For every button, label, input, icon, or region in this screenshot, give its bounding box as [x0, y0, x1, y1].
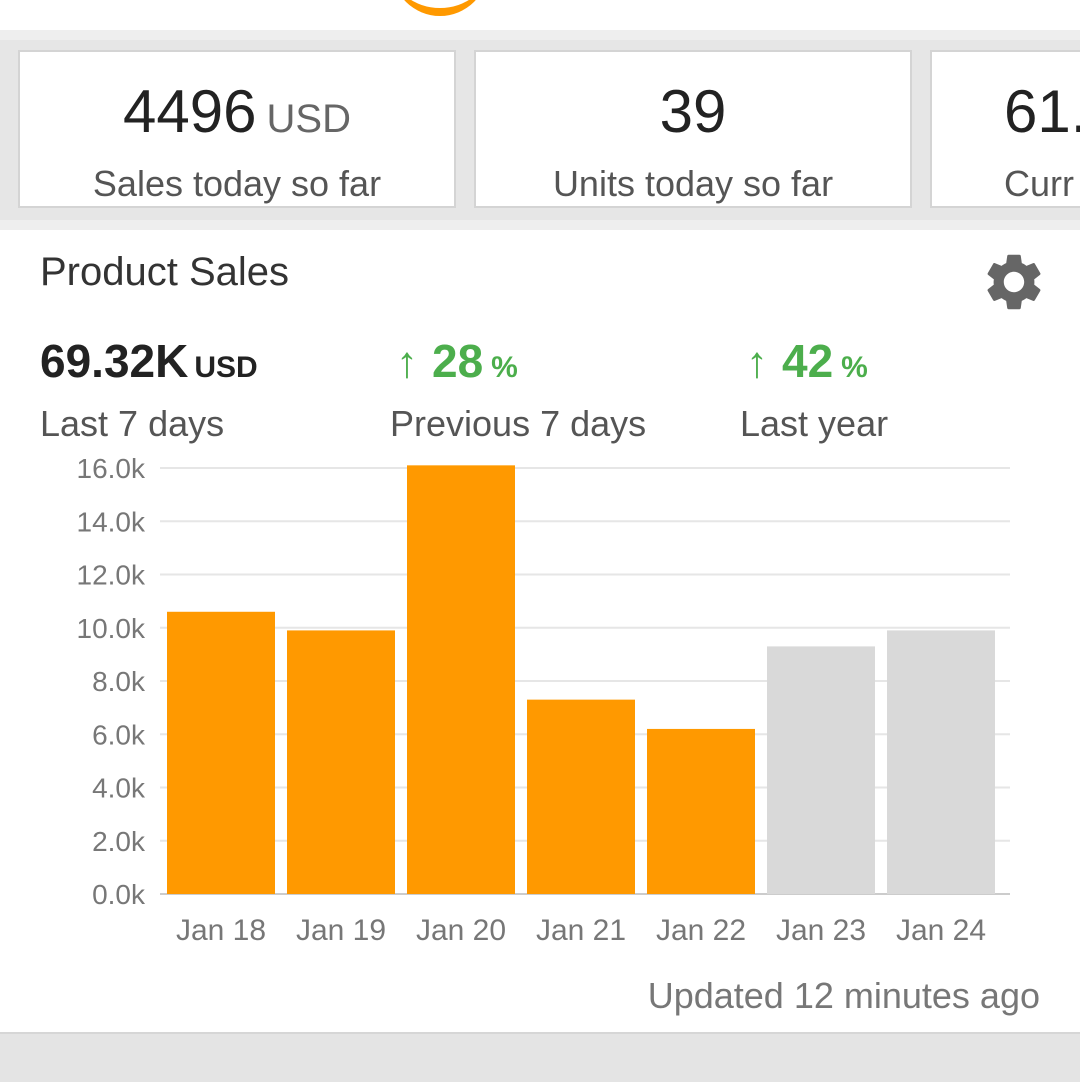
third-stat-label: Curr: [1004, 163, 1074, 204]
x-tick-label: Jan 19: [296, 914, 386, 947]
sales-today-card[interactable]: 4496 USD Sales today so far: [18, 50, 456, 208]
third-stat-value: 61.: [1004, 78, 1080, 145]
x-tick-label: Jan 20: [416, 914, 506, 947]
sales-bar-chart: 0.0k 2.0k 4.0k 6.0k 8.0k 10.0k 12.0k 14.0k 16.0k…: [77, 453, 1010, 947]
x-tick-label: Jan 24: [896, 914, 986, 947]
y-tick-label: 0.0k: [92, 879, 146, 910]
arrow-up-icon: ↑: [396, 338, 418, 387]
y-tick-label: 8.0k: [92, 666, 146, 697]
last-7-days-unit: USD: [194, 351, 258, 384]
today-stats-row: 4496 USD Sales today so far 39 Units toda…: [0, 40, 1080, 220]
y-tick-label: 14.0k: [77, 506, 146, 537]
y-tick-label: 4.0k: [92, 773, 146, 804]
bar-jan-23: [767, 646, 875, 894]
last-year-value: ↑ 42%: [746, 335, 868, 387]
units-today-value: 39: [659, 78, 727, 145]
product-sales-panel: Product Sales 69.32K USD Last 7 days ↑ 28%…: [0, 230, 1080, 1032]
previous-7-days-value: ↑ 28%: [396, 335, 518, 387]
last-year-label: Last year: [740, 403, 889, 444]
units-today-card[interactable]: 39 Units today so far: [474, 50, 912, 208]
previous-7-days-unit: %: [491, 351, 518, 384]
last-7-days-label: Last 7 days: [40, 403, 225, 444]
x-tick-label: Jan 22: [656, 914, 746, 947]
bar-jan-18: [167, 611, 275, 894]
updated-timestamp: Updated 12 minutes ago: [647, 975, 1040, 1016]
panel-title: Product Sales: [40, 250, 290, 294]
sales-today-unit: USD: [266, 97, 351, 141]
bar-jan-22: [647, 728, 755, 894]
y-tick-label: 12.0k: [77, 560, 146, 591]
third-stat-card[interactable]: 61. Curr: [930, 50, 1080, 208]
sales-today-value: 4496 USD: [123, 78, 351, 145]
logo: [392, 0, 488, 16]
bar-jan-21: [527, 699, 635, 894]
app-header: [0, 0, 1080, 30]
previous-7-days-label: Previous 7 days: [390, 403, 647, 444]
bar-jan-24: [887, 630, 995, 894]
last-7-days-value: 69.32K USD: [40, 335, 258, 387]
sales-today-label: Sales today so far: [92, 163, 382, 204]
x-tick-label: Jan 18: [176, 914, 266, 947]
gear-icon[interactable]: [980, 248, 1048, 316]
bar-jan-19: [287, 630, 395, 894]
arrow-up-icon: ↑: [746, 338, 768, 387]
x-tick-label: Jan 23: [776, 914, 866, 947]
bar-jan-20: [407, 465, 515, 894]
y-tick-label: 10.0k: [77, 613, 146, 644]
bottom-bar: [0, 1032, 1080, 1082]
y-tick-label: 16.0k: [77, 453, 146, 484]
last-year-unit: %: [841, 351, 868, 384]
y-tick-label: 2.0k: [92, 826, 146, 857]
y-tick-label: 6.0k: [92, 719, 146, 750]
x-tick-label: Jan 21: [536, 914, 626, 947]
units-today-label: Units today so far: [552, 163, 834, 204]
